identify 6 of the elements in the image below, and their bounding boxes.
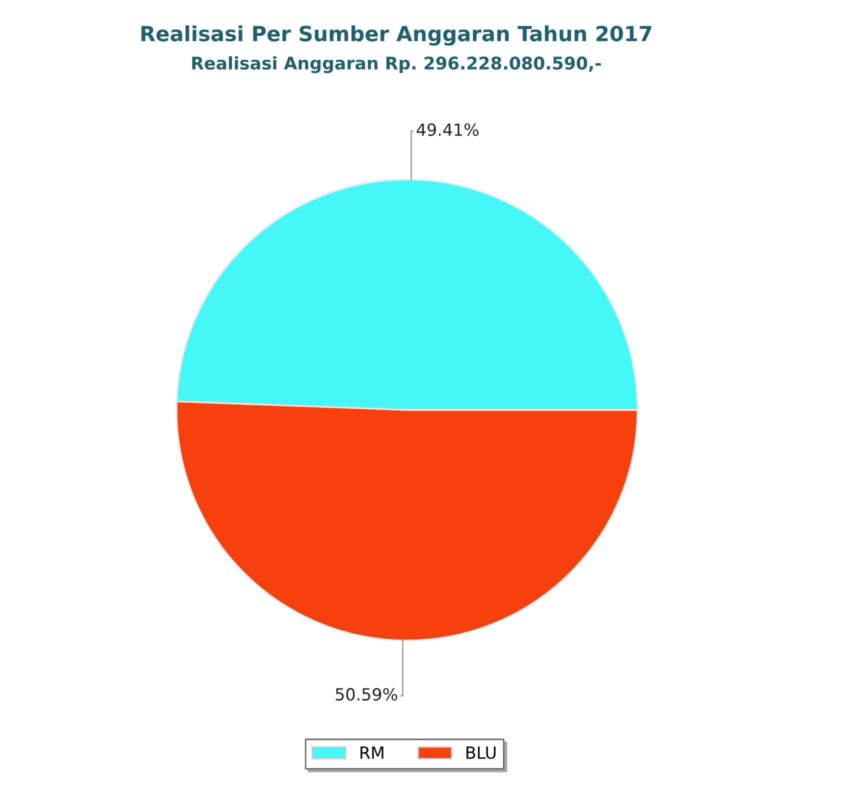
legend-label: BLU [466,746,496,759]
chart-title: Realisasi Per Sumber Anggaran Tahun 2017 [141,25,652,46]
data-label: 49.41% [416,123,479,136]
chart-subtitle: Realisasi Anggaran Rp. 296.228.080.590,- [192,56,601,74]
legend-label: RM [360,746,384,759]
data-label: 50.59% [336,688,398,701]
